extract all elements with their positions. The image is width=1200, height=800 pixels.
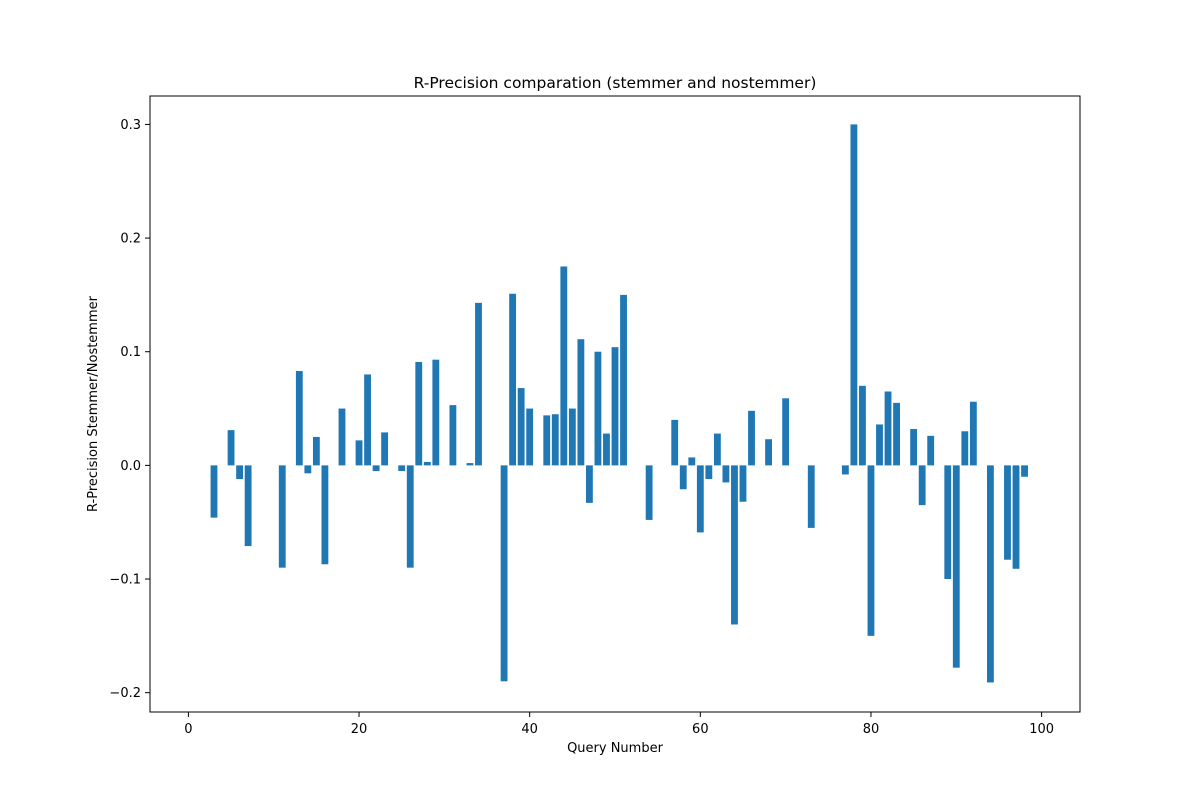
bar [295, 371, 303, 466]
bar [406, 465, 414, 568]
x-tick-label: 80 [863, 722, 880, 737]
bar [338, 408, 346, 466]
bar [321, 465, 329, 565]
y-axis-label: R-Precision Stemmer/Nostemmer [86, 295, 101, 512]
bar [645, 465, 653, 520]
bar [423, 461, 431, 466]
bar [765, 439, 772, 466]
bar [731, 465, 738, 625]
bar [782, 398, 790, 466]
x-axis-ticks: 0 20 40 60 80 100 [184, 712, 1054, 737]
bar [969, 401, 977, 466]
chart-title: R-Precision comparation (stemmer and nos… [414, 74, 817, 92]
y-tick-label: 0.0 [120, 459, 141, 474]
bar [381, 432, 389, 466]
bar [594, 351, 602, 466]
bar [876, 424, 883, 466]
bar [560, 266, 568, 466]
bar [551, 414, 559, 466]
bar [577, 339, 585, 466]
bar [227, 430, 235, 466]
bar [893, 402, 900, 466]
x-tick-label: 60 [692, 722, 709, 737]
bar [961, 431, 969, 466]
bar [210, 465, 218, 518]
bar [688, 457, 696, 466]
bar [867, 465, 875, 636]
x-tick-label: 20 [351, 722, 368, 737]
bar [739, 465, 747, 502]
bar [722, 465, 730, 483]
bar [1004, 465, 1011, 560]
bar [236, 465, 243, 480]
bar [918, 465, 926, 506]
bar [859, 385, 866, 466]
y-axis-ticks: −0.2 −0.1 0.0 0.1 0.2 0.3 [109, 118, 150, 701]
bar [696, 465, 704, 533]
bar [355, 440, 363, 466]
bar [543, 415, 551, 466]
bar [398, 465, 406, 472]
bar [611, 347, 619, 466]
bar [884, 391, 892, 466]
bar [466, 463, 474, 466]
bar [432, 359, 440, 466]
bar [841, 465, 849, 475]
bar [500, 465, 508, 682]
x-tick-label: 100 [1029, 722, 1054, 737]
bar [585, 465, 593, 503]
bar [568, 408, 576, 466]
y-tick-label: 0.2 [120, 232, 141, 247]
bar [449, 405, 457, 466]
plot-area-frame [149, 95, 1081, 713]
bar [1012, 465, 1020, 569]
y-tick-label: 0.3 [120, 118, 141, 133]
bar [910, 429, 918, 466]
bar [304, 465, 312, 474]
bars-group [210, 124, 1028, 683]
bar [415, 361, 423, 466]
bar [713, 433, 721, 466]
bar [850, 124, 858, 466]
bar [603, 433, 610, 466]
x-tick-label: 40 [521, 722, 538, 737]
bar [1021, 465, 1028, 477]
bar [807, 465, 815, 528]
bar [671, 419, 679, 466]
x-tick-label: 0 [184, 722, 192, 737]
bar [526, 408, 534, 466]
y-tick-label: 0.1 [120, 345, 141, 360]
bar [517, 388, 525, 466]
bar [278, 465, 286, 568]
bar [952, 465, 960, 668]
x-axis-label: Query Number [567, 741, 664, 756]
bar [620, 294, 627, 466]
bar [944, 465, 952, 580]
bar [705, 465, 713, 480]
bar [987, 465, 994, 683]
bar [244, 465, 252, 547]
bar [927, 435, 935, 466]
bar [748, 410, 755, 466]
bar [312, 436, 320, 466]
bar [679, 465, 687, 490]
y-tick-label: −0.2 [109, 686, 141, 701]
bar [509, 293, 517, 466]
bar [475, 302, 482, 466]
bar [364, 374, 371, 466]
y-tick-label: −0.1 [109, 573, 141, 588]
bar [372, 465, 380, 472]
